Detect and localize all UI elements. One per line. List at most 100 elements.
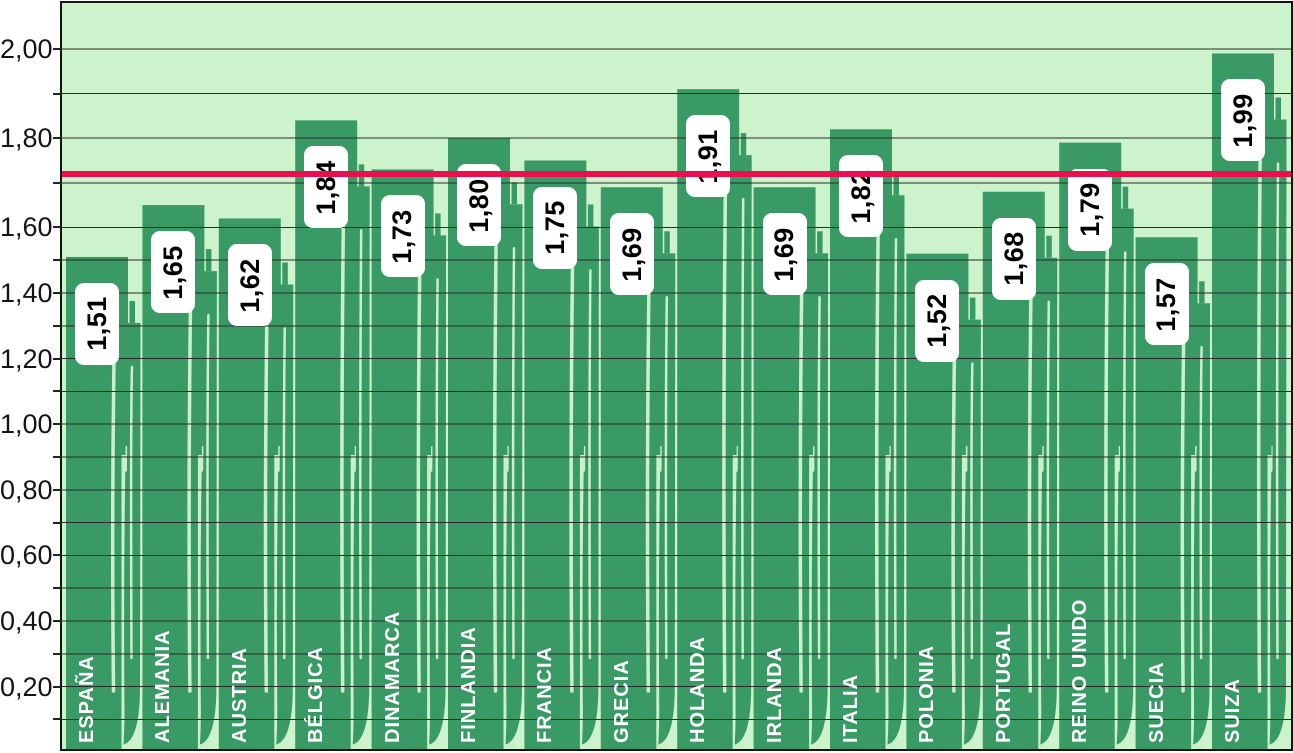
value-box: 1,62 — [227, 244, 272, 327]
bar-illustration — [970, 362, 974, 660]
bar-illustration — [1199, 345, 1203, 660]
bar-illustration — [1199, 281, 1205, 304]
y-axis-tick — [53, 292, 62, 294]
bar-illustration — [1027, 259, 1034, 693]
country-label: REINO UNIDO — [1069, 598, 1092, 743]
bar-illustration — [110, 325, 117, 693]
y-axis-tick — [53, 357, 62, 360]
value-label: 1,80 — [463, 177, 494, 233]
y-axis-tick — [53, 685, 62, 688]
country-label: PORTUGAL — [992, 622, 1015, 743]
value-box: 1,73 — [380, 195, 425, 278]
bar-illustration — [722, 157, 728, 693]
bar-illustration — [664, 231, 670, 254]
bar-illustration — [969, 297, 976, 320]
y-axis-tick — [53, 137, 62, 140]
value-box: 1,91 — [686, 115, 731, 198]
y-axis-tick — [53, 521, 62, 524]
value-box: 1,51 — [75, 282, 119, 365]
bar-illustration — [206, 313, 210, 660]
bar-illustration — [511, 182, 517, 205]
value-box: 1,68 — [991, 217, 1036, 300]
bar-illustration — [1046, 300, 1051, 660]
y-axis-label: 0,40 — [0, 606, 53, 636]
y-axis-label: 0,60 — [0, 540, 53, 571]
bar-illustration — [187, 273, 193, 693]
bar-illustration — [588, 269, 592, 660]
bar-illustration — [893, 173, 899, 196]
value-label: 1,51 — [81, 296, 112, 352]
country-label: FINLANDIA — [458, 626, 480, 743]
y-axis-label: 1,80 — [0, 123, 53, 154]
country-label: ALEMANIA — [152, 629, 175, 743]
y-axis-tick — [53, 324, 62, 327]
value-box: 1,69 — [762, 213, 807, 296]
bar-illustration — [511, 246, 516, 660]
value-box: 1,57 — [1144, 263, 1189, 346]
bar-illustration — [1275, 97, 1281, 120]
country-label: ESPAÑA — [76, 655, 98, 743]
country-label: HOLANDA — [687, 636, 710, 743]
y-axis-label: 2,00 — [0, 34, 53, 64]
bar-group — [1212, 53, 1287, 749]
country-label: SUECIA — [1145, 661, 1168, 743]
bar-illustration — [817, 296, 821, 660]
y-axis-tick — [53, 259, 62, 262]
country-label: SUIZA — [1222, 678, 1244, 743]
bar-illustration — [893, 238, 898, 660]
bar-illustration — [664, 296, 669, 660]
bar-illustration — [282, 327, 287, 660]
value-box: 1,52 — [915, 279, 960, 362]
y-axis-label: 1,60 — [0, 212, 53, 243]
value-label: 1,69 — [616, 226, 647, 282]
value-label: 1,82 — [845, 168, 876, 224]
y-axis-tick — [53, 456, 62, 458]
y-axis-tick — [53, 652, 62, 655]
country-label: AUSTRIA — [228, 647, 251, 743]
chart-svg — [62, 48, 1291, 749]
y-axis-tick — [53, 48, 62, 50]
value-label: 1,69 — [769, 226, 800, 282]
y-axis-tick — [53, 554, 62, 557]
y-axis-label: 0,80 — [0, 474, 53, 505]
bar — [677, 89, 740, 749]
y-axis-label: 1,00 — [0, 409, 53, 440]
country-label: ITALIA — [840, 674, 862, 743]
value-box: 1,69 — [609, 213, 654, 296]
bar-illustration — [340, 188, 346, 693]
bar-illustration — [416, 237, 422, 693]
bar-illustration — [817, 231, 823, 254]
value-label: 1,75 — [539, 200, 570, 255]
y-axis-tick — [53, 718, 62, 721]
y-axis-tick — [53, 92, 62, 95]
value-box: 1,75 — [533, 186, 578, 269]
y-axis-tick — [53, 423, 62, 426]
value-label: 1,84 — [310, 160, 341, 215]
y-axis-tick — [53, 226, 62, 229]
bar-illustration — [951, 321, 957, 693]
bar-illustration — [435, 278, 439, 660]
value-label: 1,79 — [1074, 182, 1105, 237]
reference-line — [62, 170, 1291, 177]
bar-illustration — [874, 197, 881, 693]
value-box: 1,82 — [839, 155, 883, 238]
value-label: 1,62 — [234, 258, 265, 313]
y-axis-label: 1,20 — [0, 343, 53, 374]
bar-illustration — [740, 133, 747, 156]
country-label: POLONIA — [916, 644, 939, 743]
value-label: 1,57 — [1151, 276, 1182, 332]
bar-illustration — [359, 229, 363, 660]
bar-illustration — [435, 213, 441, 236]
y-axis-tick — [53, 181, 62, 184]
bar-illustration — [741, 197, 745, 660]
y-axis-label: 1,40 — [0, 278, 53, 308]
bar-illustration — [1046, 235, 1052, 258]
y-axis-tick — [53, 488, 62, 491]
country-label: FRANCIA — [534, 646, 557, 743]
value-box: 1,99 — [1221, 79, 1265, 162]
bar — [1212, 53, 1274, 749]
bar-illustration — [587, 204, 594, 227]
value-box: 1,80 — [457, 164, 501, 247]
country-label: IRLANDA — [763, 646, 786, 743]
